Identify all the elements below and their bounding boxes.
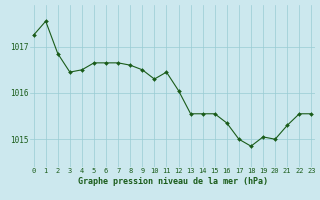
X-axis label: Graphe pression niveau de la mer (hPa): Graphe pression niveau de la mer (hPa) [77, 177, 268, 186]
